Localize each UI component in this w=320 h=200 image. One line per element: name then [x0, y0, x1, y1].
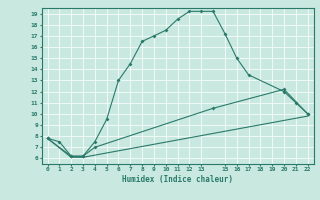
X-axis label: Humidex (Indice chaleur): Humidex (Indice chaleur) [122, 175, 233, 184]
